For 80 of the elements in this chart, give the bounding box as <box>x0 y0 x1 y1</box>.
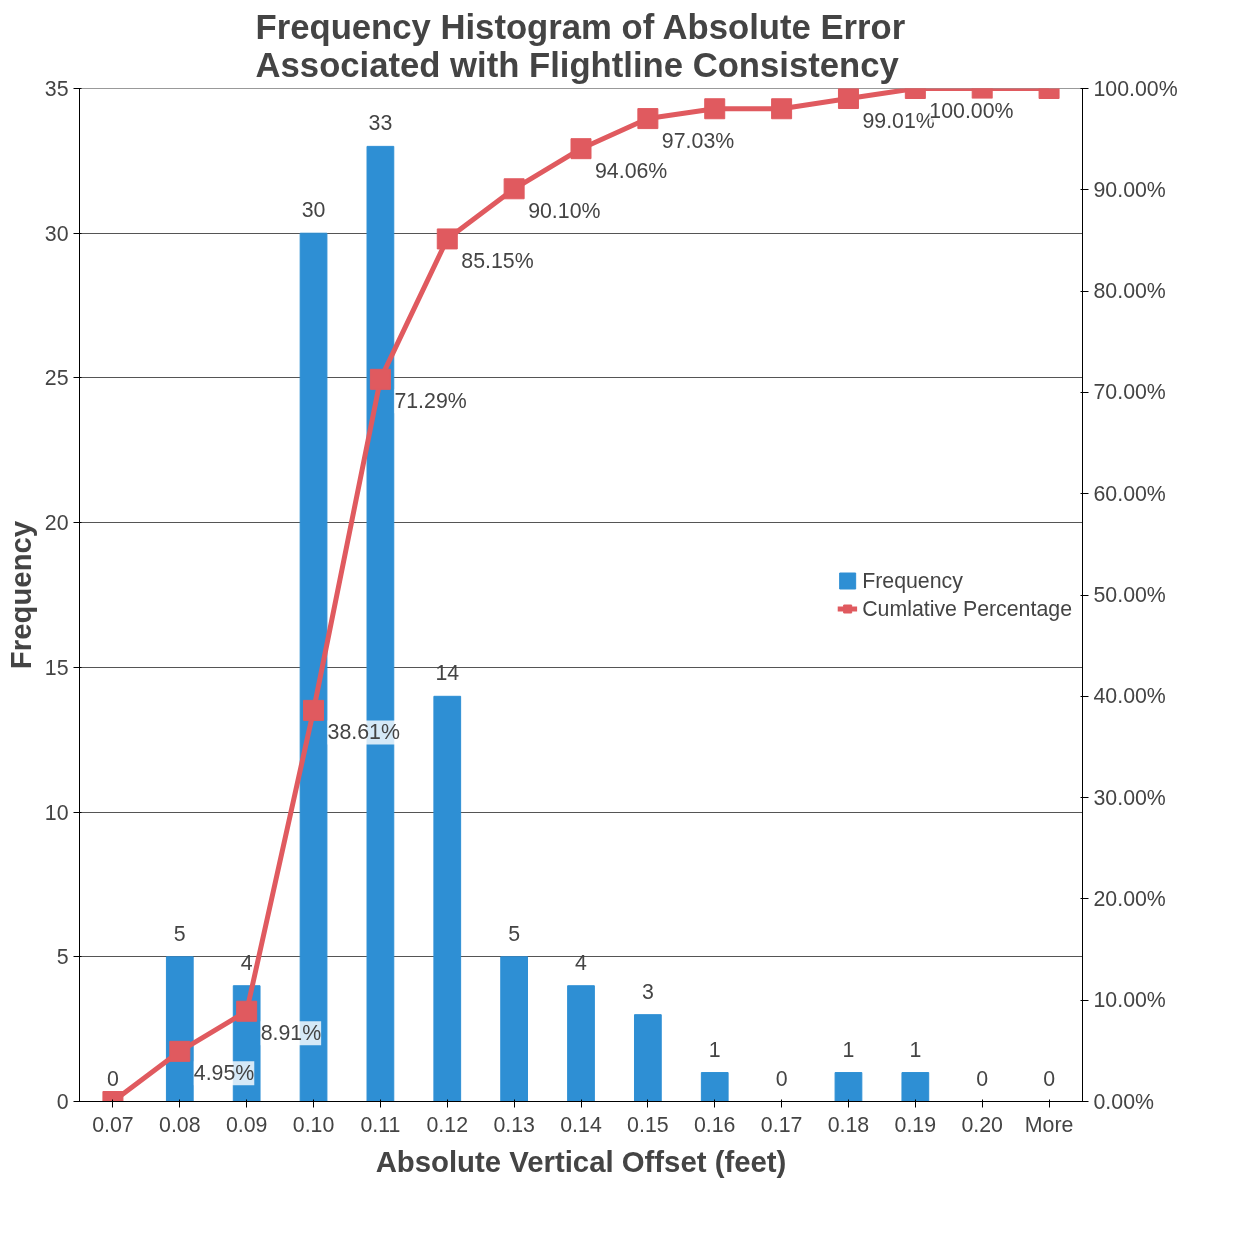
data-label: 1 <box>909 1037 922 1062</box>
x-tick-label: 0.17 <box>760 1112 803 1137</box>
y-tick-label: 35 <box>44 77 69 101</box>
y-tick-label: 10 <box>44 800 69 825</box>
y2-tick-label: 30.00% <box>1093 785 1166 810</box>
y2-tick-label: 20.00% <box>1093 886 1166 911</box>
y2-tick-label: 80.00% <box>1093 279 1166 304</box>
data-label: 4.95% <box>193 1061 255 1086</box>
x-tick-label: 0.14 <box>560 1112 602 1137</box>
point <box>704 98 726 120</box>
data-label: 5 <box>173 921 186 946</box>
point <box>837 88 859 110</box>
x-tick-label: 0.15 <box>627 1112 669 1137</box>
bar <box>901 1072 930 1102</box>
data-label: 38.61% <box>327 720 400 745</box>
x-tick-label: 0.16 <box>693 1112 736 1137</box>
y-axis-title: Frequency <box>3 520 37 670</box>
y2-tick-label: 0.00% <box>1093 1089 1155 1114</box>
x-tick-label: 0.12 <box>426 1112 469 1137</box>
x-tick-label: 0.09 <box>225 1112 268 1137</box>
y2-tick-label: 40.00% <box>1093 684 1166 709</box>
point <box>303 699 325 721</box>
x-tick-label: 0.19 <box>894 1112 937 1137</box>
point <box>236 1000 258 1022</box>
bar <box>834 1072 863 1102</box>
y-tick-label: 5 <box>56 945 69 970</box>
data-label: 90.10% <box>528 198 601 223</box>
chart-title: Frequency Histogram of Absolute Error Associated with Flightline Consistency <box>255 7 906 84</box>
data-label: 30 <box>301 198 326 223</box>
x-tick-label: More <box>1024 1112 1074 1137</box>
bar <box>567 985 595 1102</box>
y-tick-label: 30 <box>44 221 69 246</box>
x-tick-label: 0.07 <box>92 1112 134 1137</box>
point <box>771 98 793 120</box>
point <box>436 228 458 250</box>
x-tick-label: 0.11 <box>360 1112 401 1137</box>
y-tick-label: 15 <box>44 655 69 680</box>
data-label: 4 <box>575 950 588 975</box>
y2-tick-label: 50.00% <box>1093 583 1166 607</box>
legend-label: Cumlative Percentage <box>862 596 1072 621</box>
bar <box>500 956 529 1102</box>
data-label: 0 <box>775 1066 788 1091</box>
x-tick-label: 0.08 <box>159 1112 201 1137</box>
data-label: 4 <box>240 950 253 975</box>
y2-tick-label: 100.00% <box>1093 76 1178 101</box>
y2-tick-label: 10.00% <box>1093 988 1166 1013</box>
y2-tick-label: 90.00% <box>1093 177 1166 202</box>
data-label: 0 <box>1043 1066 1056 1091</box>
y2-tick-label: 60.00% <box>1093 481 1166 506</box>
point <box>369 368 391 390</box>
x-tick-label: 0.13 <box>493 1112 535 1137</box>
data-label: 0 <box>107 1066 119 1091</box>
point <box>503 178 525 200</box>
x-tick-label: 0.20 <box>961 1112 1004 1137</box>
data-label: 1 <box>708 1037 721 1062</box>
data-label: 8.91% <box>260 1021 322 1046</box>
bar <box>700 1072 729 1102</box>
y-tick-label: 0 <box>56 1090 69 1114</box>
bar <box>633 1014 662 1102</box>
data-label: 5 <box>508 921 521 946</box>
point <box>169 1040 191 1062</box>
x-tick-label: 0.10 <box>292 1112 335 1137</box>
data-label: 94.06% <box>595 158 668 183</box>
y2-tick-label: 70.00% <box>1093 380 1166 405</box>
point <box>637 108 659 130</box>
data-label: 1 <box>842 1037 855 1062</box>
x-tick-label: 0.18 <box>827 1112 870 1137</box>
data-label: 71.29% <box>394 389 467 414</box>
y-tick-label: 20 <box>44 511 69 536</box>
data-label: 85.15% <box>461 248 534 273</box>
data-label: 0 <box>976 1066 989 1091</box>
data-label: 33 <box>368 111 393 136</box>
bar <box>433 695 462 1102</box>
point <box>570 138 592 160</box>
x-axis-title: Absolute Vertical Offset (feet) <box>375 1144 787 1178</box>
data-label: 97.03% <box>661 128 735 153</box>
data-label: 14 <box>435 661 460 686</box>
y-tick-label: 25 <box>44 366 69 391</box>
legend-label: Frequency <box>862 568 963 593</box>
data-label: 3 <box>641 979 654 1004</box>
